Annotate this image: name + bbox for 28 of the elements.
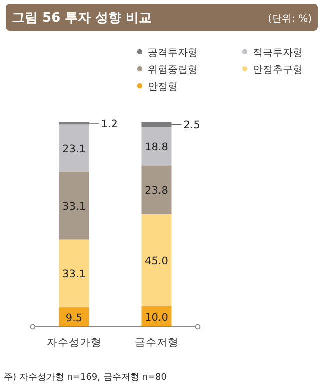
bar: [59, 124, 90, 172]
bar: [59, 240, 90, 308]
legend-label: 공격투자형: [148, 48, 198, 59]
data-label: 1.2: [101, 118, 118, 130]
data-label: 9.5: [66, 312, 83, 324]
data-label: 10.0: [145, 312, 168, 324]
data-label: 23.1: [62, 143, 86, 156]
bar: [142, 166, 172, 214]
bar: [59, 122, 90, 125]
x-tick-label: 금수저형: [134, 337, 179, 349]
text: 주) 자수성가형 n=169, 금수저형 n=80: [4, 373, 168, 383]
legend-label: 적극투자형: [253, 48, 303, 59]
legend-label: 안정추구형: [253, 65, 303, 76]
data-label: 18.8: [145, 141, 168, 154]
x-tick-label: 자수성가형: [46, 337, 102, 349]
legend-label: 안정형: [148, 82, 178, 93]
legend-label: 위험중립형: [148, 65, 198, 76]
data-label: 2.5: [184, 120, 200, 132]
bar: [142, 127, 172, 166]
data-label: 45.0: [145, 255, 168, 268]
bar: [142, 214, 172, 307]
data-label: 33.1: [62, 268, 86, 281]
chart-title: 그림 56 투자 성향 비교: [12, 11, 152, 26]
bar: [59, 172, 90, 240]
data-label: 23.8: [145, 184, 168, 197]
bar: [142, 122, 172, 128]
text: (단위: %): [268, 14, 312, 25]
data-label: 33.1: [62, 200, 86, 213]
